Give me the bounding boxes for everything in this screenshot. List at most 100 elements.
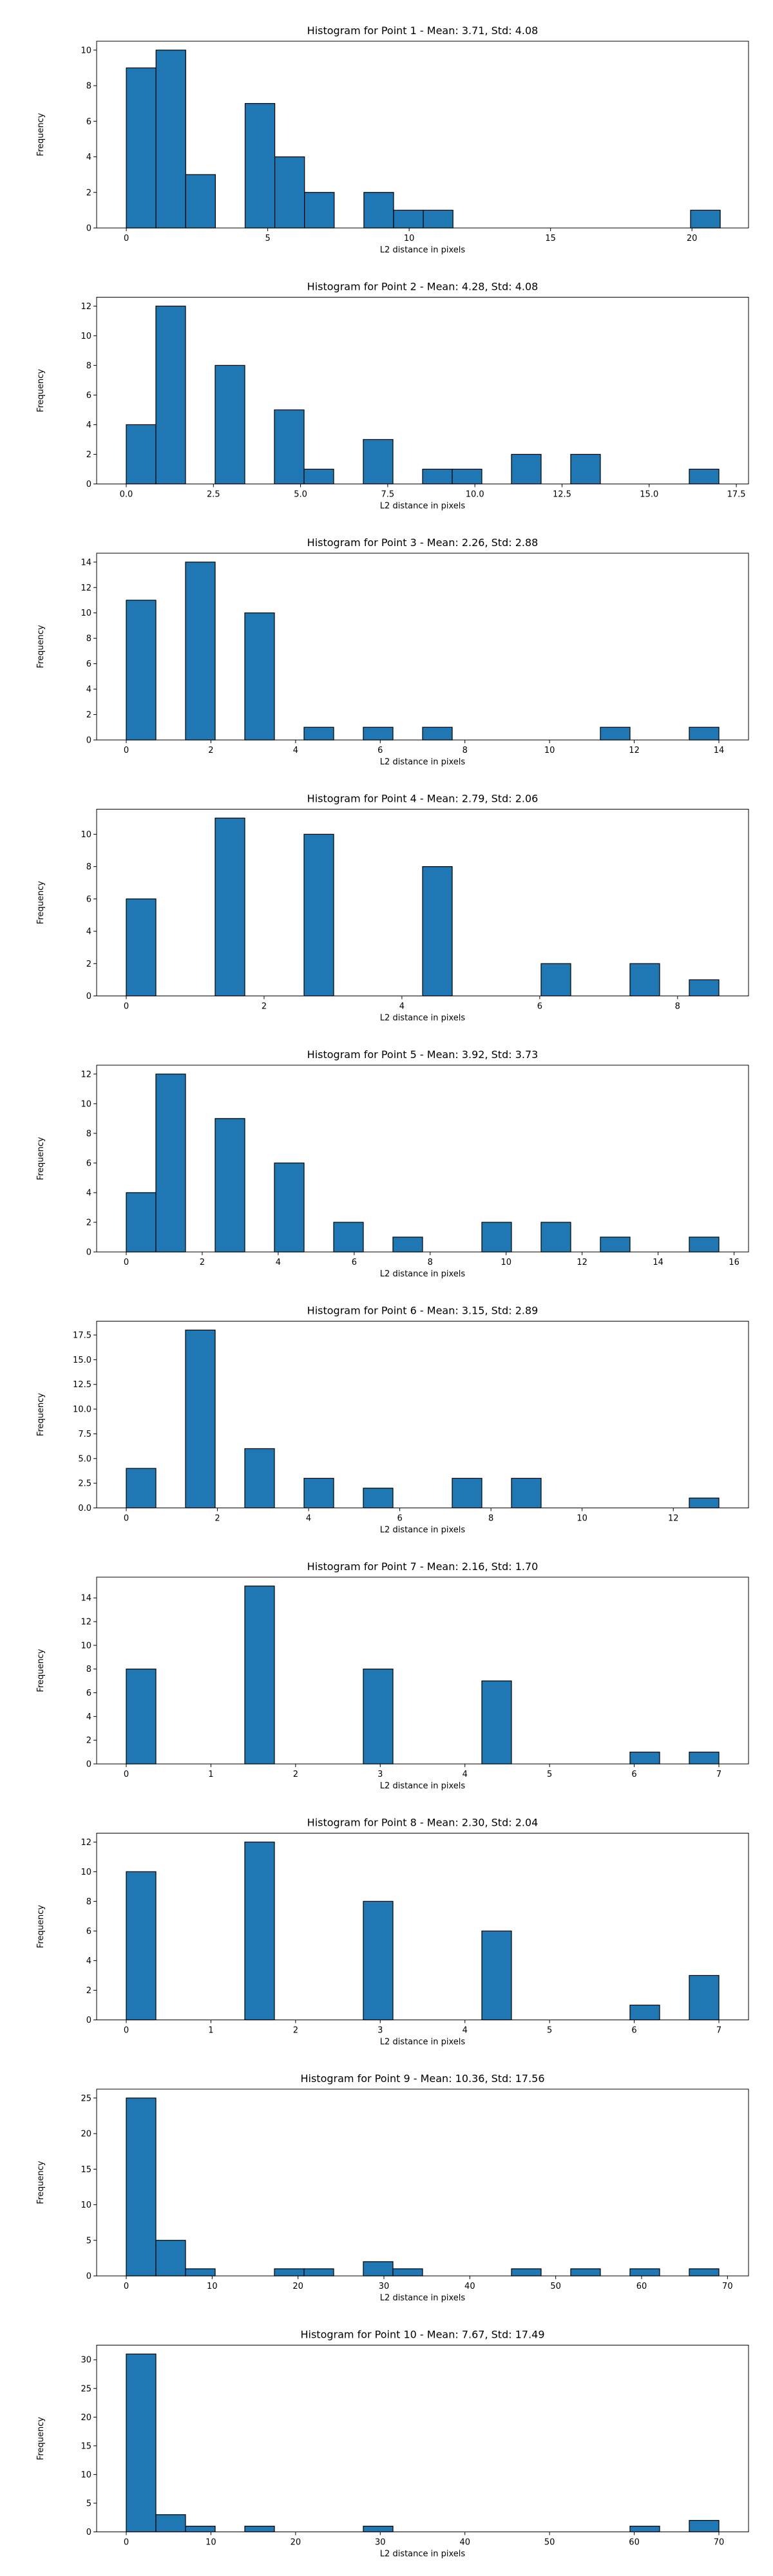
x-tick-label: 30 [379,2282,390,2291]
x-tick-label: 70 [714,2538,725,2548]
y-tick-label: 8 [86,361,91,371]
x-axis-label: L2 distance in pixels [380,1781,466,1791]
x-tick-label: 6 [377,746,383,755]
histogram-bar [155,50,186,229]
chart-title: Histogram for Point 3 - Mean: 2.26, Std:… [307,536,539,549]
x-tick-label: 4 [463,2026,468,2036]
x-tick-label: 10 [205,2538,216,2548]
histogram-bar [392,1236,423,1253]
y-tick-label: 12 [81,302,91,312]
x-tick-label: 2 [200,1258,205,1267]
histogram-bar [303,833,334,997]
histogram-bar [481,1222,512,1253]
x-tick-label: 20 [687,234,698,243]
x-tick-label: 0 [124,1258,129,1267]
y-tick-label: 2 [86,710,91,720]
x-tick-label: 12.5 [553,490,571,500]
y-tick-label: 10 [81,46,91,55]
y-axis-label: Frequency [36,2161,46,2204]
histogram-bar [155,2514,186,2533]
histogram-bar [215,365,245,485]
y-tick-label: 12 [81,1070,91,1079]
histogram-bar [126,1468,157,1509]
x-tick-label: 10 [544,746,555,755]
histogram-bar [303,1477,334,1509]
x-tick-label: 4 [463,1770,468,1779]
y-tick-label: 10 [81,2201,91,2210]
y-tick-label: 8 [86,1665,91,1674]
x-tick-label: 4 [399,1002,405,1012]
histogram-bar [215,817,245,997]
x-tick-label: 6 [397,1514,402,1524]
y-tick-label: 2.5 [78,1479,91,1489]
y-tick-label: 2 [86,1218,91,1227]
histogram-bar [274,2268,305,2277]
y-tick-label: 6 [86,117,91,127]
x-tick-label: 4 [276,1258,281,1267]
axes-frame [96,2088,749,2277]
y-tick-label: 2 [86,1736,91,1746]
histogram-bar [422,866,453,997]
chart-title: Histogram for Point 4 - Mean: 2.79, Std:… [307,793,539,805]
histogram-bar [422,468,453,485]
histogram-bar [540,1222,571,1253]
x-tick-label: 2 [293,1770,298,1779]
histogram-bar [185,2525,216,2533]
x-tick-label: 2 [262,1002,267,1012]
histogram-bar [126,1192,157,1253]
x-tick-label: 60 [636,2282,647,2291]
histogram-bar [570,2268,601,2277]
x-tick-label: 0 [124,2026,129,2036]
x-tick-label: 8 [428,1258,433,1267]
y-axis-label: Frequency [36,369,46,412]
histogram-bar [304,192,335,229]
histogram-bar [689,1497,720,1509]
y-tick-label: 10 [81,332,91,341]
y-tick-label: 6 [86,1159,91,1168]
histogram-panel-1: Histogram for Point 1 - Mean: 3.71, Std:… [36,24,749,255]
y-tick-label: 25 [81,2094,91,2103]
y-tick-label: 6 [86,1689,91,1698]
histogram-bar [690,209,721,229]
x-tick-label: 70 [722,2282,733,2291]
histogram-bar [689,2268,720,2277]
y-tick-label: 17.5 [73,1331,91,1340]
x-tick-label: 15 [545,234,556,243]
histogram-bar [244,1448,275,1509]
y-tick-label: 5.0 [78,1454,91,1464]
y-tick-label: 15.0 [73,1356,91,1365]
histogram-bar [629,2525,660,2533]
x-tick-label: 6 [352,1258,357,1267]
histogram-bar [363,2261,394,2277]
histogram-bar [689,468,720,485]
histogram-bar [392,2268,423,2277]
histogram-bar [185,174,216,229]
histogram-bar [629,2268,660,2277]
y-axis-label: Frequency [36,625,46,668]
histogram-bar [570,453,601,485]
y-tick-label: 12 [81,1838,91,1848]
histogram-bar [629,2004,660,2021]
axes-frame [96,1833,749,2020]
x-tick-label: 17.5 [727,490,746,500]
chart-title: Histogram for Point 9 - Mean: 10.36, Std… [300,2072,544,2085]
x-tick-label: 2.5 [207,490,220,500]
x-tick-label: 6 [631,2026,636,2036]
y-tick-label: 8 [86,862,91,872]
y-tick-label: 10 [81,609,91,618]
histogram-panel-9: Histogram for Point 9 - Mean: 10.36, Std… [36,2072,749,2303]
y-tick-label: 10.0 [73,1405,91,1415]
histogram-bar [126,2098,157,2277]
x-axis-label: L2 distance in pixels [380,1269,466,1279]
x-tick-label: 10 [404,234,415,243]
x-tick-label: 20 [291,2538,301,2548]
x-axis-label: L2 distance in pixels [380,245,466,255]
x-axis-label: L2 distance in pixels [380,502,466,511]
y-tick-label: 0 [86,1760,91,1770]
x-axis-label: L2 distance in pixels [380,1526,466,1535]
histogram-bar [363,726,394,741]
chart-title: Histogram for Point 6 - Mean: 3.15, Std:… [307,1305,539,1317]
y-tick-label: 20 [81,2413,91,2423]
y-tick-label: 0 [86,480,91,489]
